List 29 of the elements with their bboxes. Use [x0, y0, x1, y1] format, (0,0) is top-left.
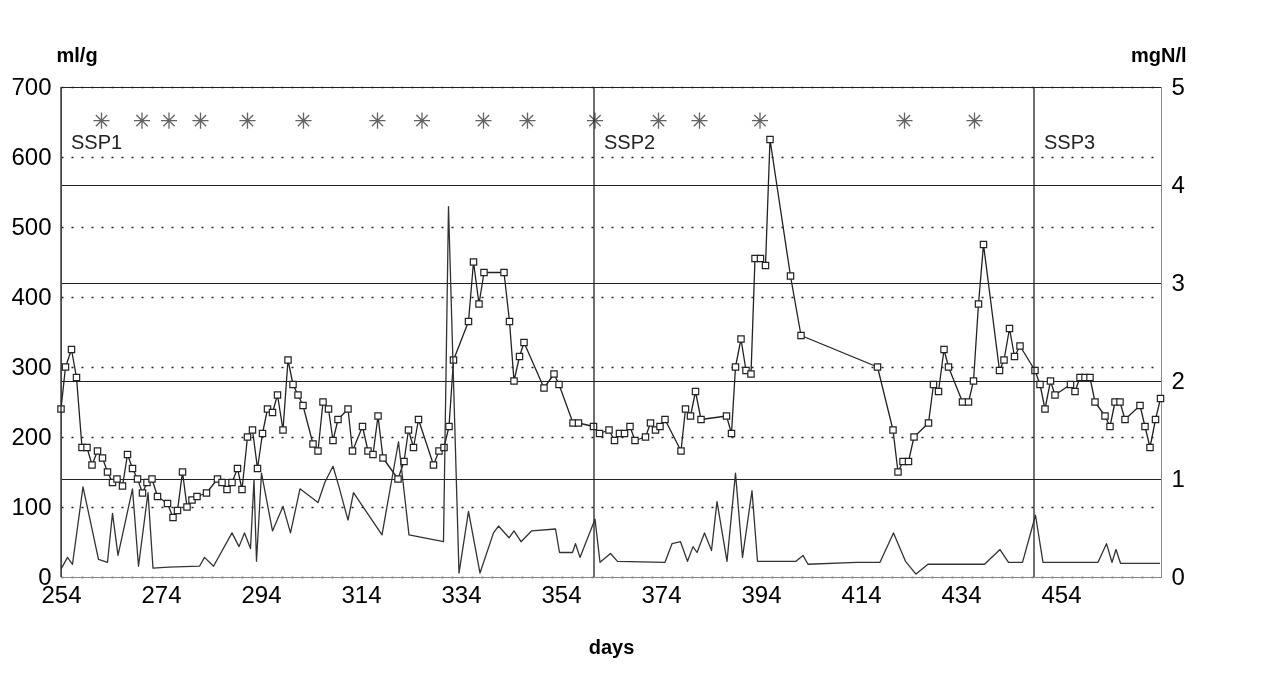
x-axis-title: days: [588, 635, 635, 658]
x-tick-label: 274: [141, 580, 182, 608]
x-tick-label: 434: [941, 580, 982, 608]
x-tick-label: 454: [1041, 580, 1082, 608]
y-tick-label: 100: [11, 492, 52, 520]
x-tick-label: 394: [741, 580, 782, 608]
ref-line-label: SSP1: [71, 131, 123, 153]
ref-line-label: SSP3: [1044, 131, 1096, 153]
x-tick-label: 314: [341, 580, 382, 608]
y-tick-label: 300: [11, 352, 52, 380]
y-tick-label: 600: [11, 142, 52, 170]
y2-axis-title: mgN/l: [1130, 43, 1187, 66]
x-tick-label: 334: [441, 580, 482, 608]
x-tick-label: 294: [241, 580, 282, 608]
y2-tick-label: 5: [1171, 72, 1185, 100]
x-tick-label: 354: [541, 580, 582, 608]
x-tick-label: 374: [641, 580, 682, 608]
y2-tick-label: 1: [1171, 464, 1185, 492]
y-tick-label: 500: [11, 212, 52, 240]
y2-tick-label: 4: [1171, 170, 1185, 198]
y-tick-label: 400: [11, 282, 52, 310]
ref-line-label: SSP2: [604, 131, 656, 153]
y2-tick-label: 2: [1171, 366, 1185, 394]
y2-tick-label: 3: [1171, 268, 1185, 296]
y-axis-title: ml/g: [56, 43, 98, 66]
y-tick-label: 700: [11, 72, 52, 100]
y-tick-label: 200: [11, 422, 52, 450]
y2-tick-label: 0: [1171, 562, 1185, 590]
x-tick-label: 414: [841, 580, 882, 608]
